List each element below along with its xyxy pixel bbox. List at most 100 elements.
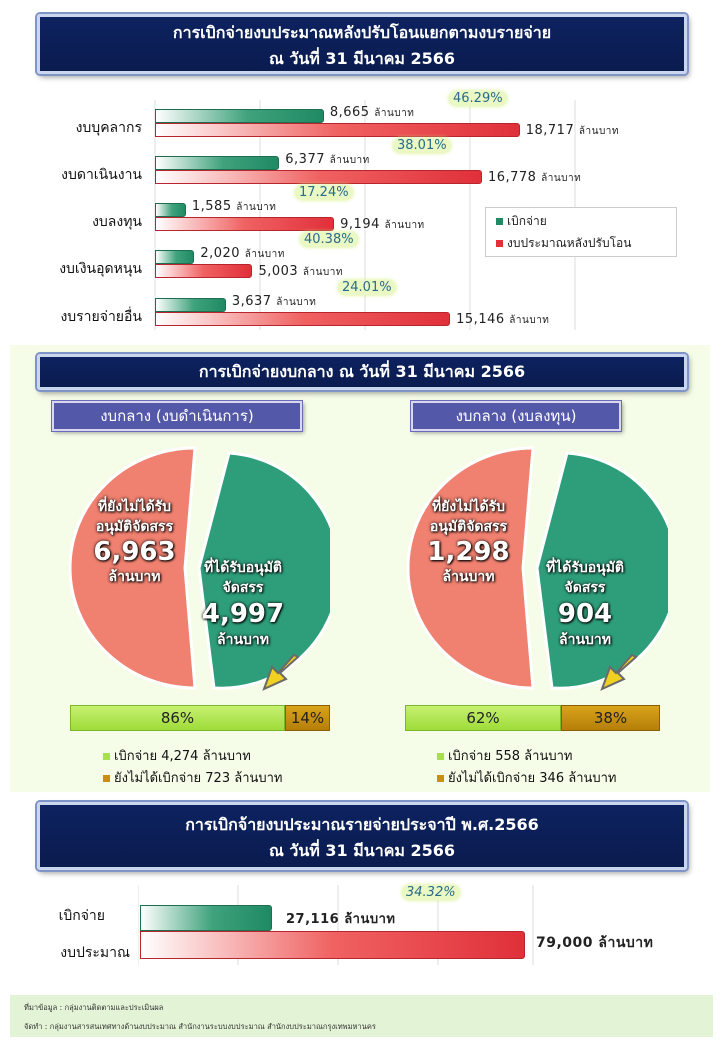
section2-title: การเบิกจ่ายงบกลาง ณ วันที่ 31 มีนาคม 256… — [198, 362, 526, 381]
right-pie-title: งบกลาง (งบลงทุน) — [411, 401, 621, 431]
left-legend-disbursed-label: เบิกจ่าย 4,274 ล้านบาท — [114, 749, 251, 764]
red-swatch-icon — [496, 240, 503, 247]
percent-badge: 46.29% — [449, 91, 507, 106]
category-label: งบลงทุน — [92, 214, 142, 230]
left-legend-remaining-label: ยังไม่ได้เบิกจ่าย 723 ล้านบาท — [114, 771, 283, 786]
left-pie-chart — [68, 446, 330, 690]
disbursed-value-label: 1,585 ล้านบาท — [191, 199, 277, 214]
category-label: งบเงินอุดหนุน — [59, 261, 142, 277]
lime-swatch-icon — [103, 753, 110, 760]
right-legend-disbursed-label: เบิกจ่าย 558 ล้านบาท — [448, 749, 573, 764]
legend-budget: งบประมาณหลังปรับโอน — [496, 234, 631, 253]
legend-budget-label: งบประมาณหลังปรับโอน — [507, 236, 632, 250]
right-pending-line1: ที่ยังไม่ได้รับ — [431, 499, 506, 515]
section1-subtitle: ณ วันที่ 31 มีนาคม 2566 — [268, 49, 456, 68]
disbursed-value-label: 8,665 ล้านบาท — [329, 105, 415, 120]
section3-title: การเบิกจ้ายงบประมาณรายจ่ายประจาปี พ.ศ.25… — [185, 815, 539, 834]
percent-badge: 38.01% — [393, 138, 451, 153]
left-pie-approved-slice — [197, 451, 330, 690]
disbursed-bar — [155, 298, 226, 312]
right-legend-remaining: ยังไม่ได้เบิกจ่าย 346 ล้านบาท — [437, 767, 617, 788]
category-label: งบรายจ่ายอื่น — [60, 309, 142, 325]
budget-bar — [155, 217, 335, 231]
right-arrow-icon — [600, 653, 638, 691]
right-pending-unit: ล้านบาท — [442, 569, 495, 585]
right-progress-bar: 62% 38% — [405, 705, 660, 731]
legend-disbursed: เบิกจ่าย — [496, 212, 547, 231]
left-pending-line2: อนุมัติจัดสรร — [95, 519, 174, 535]
disbursed-bar — [155, 250, 195, 264]
left-approved-value: 4,997 — [201, 599, 285, 629]
left-pending-unit: ล้านบาท — [108, 569, 161, 585]
annual-budget-value: 79,000 ล้านบาท — [536, 935, 654, 951]
annual-label-budget: งบประมาณ — [60, 945, 130, 961]
right-approved-unit: ล้านบาท — [559, 632, 611, 648]
lime-swatch-icon — [437, 753, 444, 760]
budget-bar — [155, 123, 520, 137]
right-progress-remaining: 38% — [561, 705, 660, 731]
budget-value-label: 15,146 ล้านบาท — [456, 312, 550, 327]
section1-title: การเบิกจ่ายงบประมาณหลังปรับโอนแยกตามงบรา… — [172, 23, 552, 42]
right-pie-approved-label: ที่ได้รับอนุมัติ จัดสรร 904 ล้านบาท — [530, 558, 640, 650]
annual-disbursed-bar — [140, 905, 273, 931]
left-approved-line2: จัดสรร — [222, 580, 264, 596]
right-legend-remaining-label: ยังไม่ได้เบิกจ่าย 346 ล้านบาท — [448, 771, 617, 786]
disbursed-value-label: 3,637 ล้านบาท — [231, 294, 317, 309]
left-progress-remaining: 14% — [285, 705, 330, 731]
right-approved-line1: ที่ได้รับอนุมัติ — [545, 560, 625, 576]
left-pie-pending-slice — [68, 446, 197, 690]
percent-badge: 24.01% — [338, 280, 396, 295]
section1-header: การเบิกจ่ายงบประมาณหลังปรับโอนแยกตามงบรา… — [37, 14, 687, 74]
right-legend-disbursed: เบิกจ่าย 558 ล้านบาท — [437, 745, 572, 766]
budget-bar — [155, 264, 253, 278]
right-pie-pending-label: ที่ยังไม่ได้รับ อนุมัติจัดสรร 1,298 ล้าน… — [406, 497, 531, 587]
annual-pct-badge: 34.32% — [402, 885, 460, 900]
footer — [10, 995, 713, 1037]
disbursed-value-label: 2,020 ล้านบาท — [200, 246, 285, 261]
category-label: งบบุคลากร — [75, 120, 142, 136]
section3-subtitle: ณ วันที่ 31 มีนาคม 2566 — [268, 841, 456, 860]
disbursed-bar — [155, 156, 280, 170]
percent-badge: 40.38% — [300, 232, 358, 247]
left-approved-unit: ล้านบาท — [217, 632, 269, 648]
budget-value-label: 16,778 ล้านบาท — [487, 170, 582, 185]
section2-header: การเบิกจ่ายงบกลาง ณ วันที่ 31 มีนาคม 256… — [37, 354, 687, 390]
footer-prepared: จัดทำ : กลุ่มงานสารสนเทศทางด้านงบประมาณ … — [24, 1022, 376, 1031]
budget-bar — [155, 312, 451, 326]
left-pending-value: 6,963 — [93, 537, 176, 567]
right-approved-line2: จัดสรร — [564, 580, 606, 596]
right-pending-line2: อนุมัติจัดสรร — [429, 519, 508, 535]
budget-value-label: 5,003 ล้านบาท — [258, 264, 343, 279]
disbursed-bar — [155, 109, 324, 123]
percent-badge: 17.24% — [295, 185, 353, 200]
left-arrow-icon — [262, 653, 300, 691]
left-pie-pending-label: ที่ยังไม่ได้รับ อนุมัติจัดสรร 6,963 ล้าน… — [72, 497, 197, 587]
annual-disbursed-value: 27,116 ล้านบาท — [286, 912, 396, 927]
footer-source: ที่มาข้อมูล : กลุ่มงานติดตามและประเมินผล — [24, 1003, 164, 1012]
right-pie-approved-slice — [535, 451, 668, 690]
section3-header: การเบิกจ้ายงบประมาณรายจ่ายประจาปี พ.ศ.25… — [37, 802, 687, 870]
budget-value-label: 9,194 ล้านบาท — [340, 217, 425, 232]
category-chart-legend: เบิกจ่าย งบประมาณหลังปรับโอน — [485, 207, 677, 257]
gold-swatch-icon — [103, 775, 110, 782]
right-pending-value: 1,298 — [427, 537, 510, 567]
category-label: งบดาเนินงาน — [61, 167, 142, 183]
left-pie-approved-label: ที่ได้รับอนุมัติ จัดสรร 4,997 ล้านบาท — [188, 558, 298, 650]
right-approved-value: 904 — [557, 599, 613, 629]
legend-disbursed-label: เบิกจ่าย — [507, 214, 547, 228]
budget-bar — [155, 170, 482, 184]
left-pie-title: งบกลาง (งบดำเนินการ) — [52, 401, 302, 431]
disbursed-bar — [155, 203, 186, 217]
annual-budget-bar — [140, 931, 525, 959]
left-legend-remaining: ยังไม่ได้เบิกจ่าย 723 ล้านบาท — [103, 767, 283, 788]
left-progress-disbursed: 86% — [70, 705, 285, 731]
budget-value-label: 18,717 ล้านบาท — [525, 123, 619, 138]
right-pie-chart — [406, 446, 668, 690]
disbursed-value-label: 6,377 ล้านบาท — [285, 152, 370, 167]
gold-swatch-icon — [437, 775, 444, 782]
green-swatch-icon — [496, 218, 503, 225]
right-progress-disbursed: 62% — [405, 705, 561, 731]
right-pie-pending-slice — [406, 446, 535, 690]
left-pending-line1: ที่ยังไม่ได้รับ — [97, 499, 172, 515]
annual-label-disbursed: เบิกจ่าย — [58, 908, 105, 924]
